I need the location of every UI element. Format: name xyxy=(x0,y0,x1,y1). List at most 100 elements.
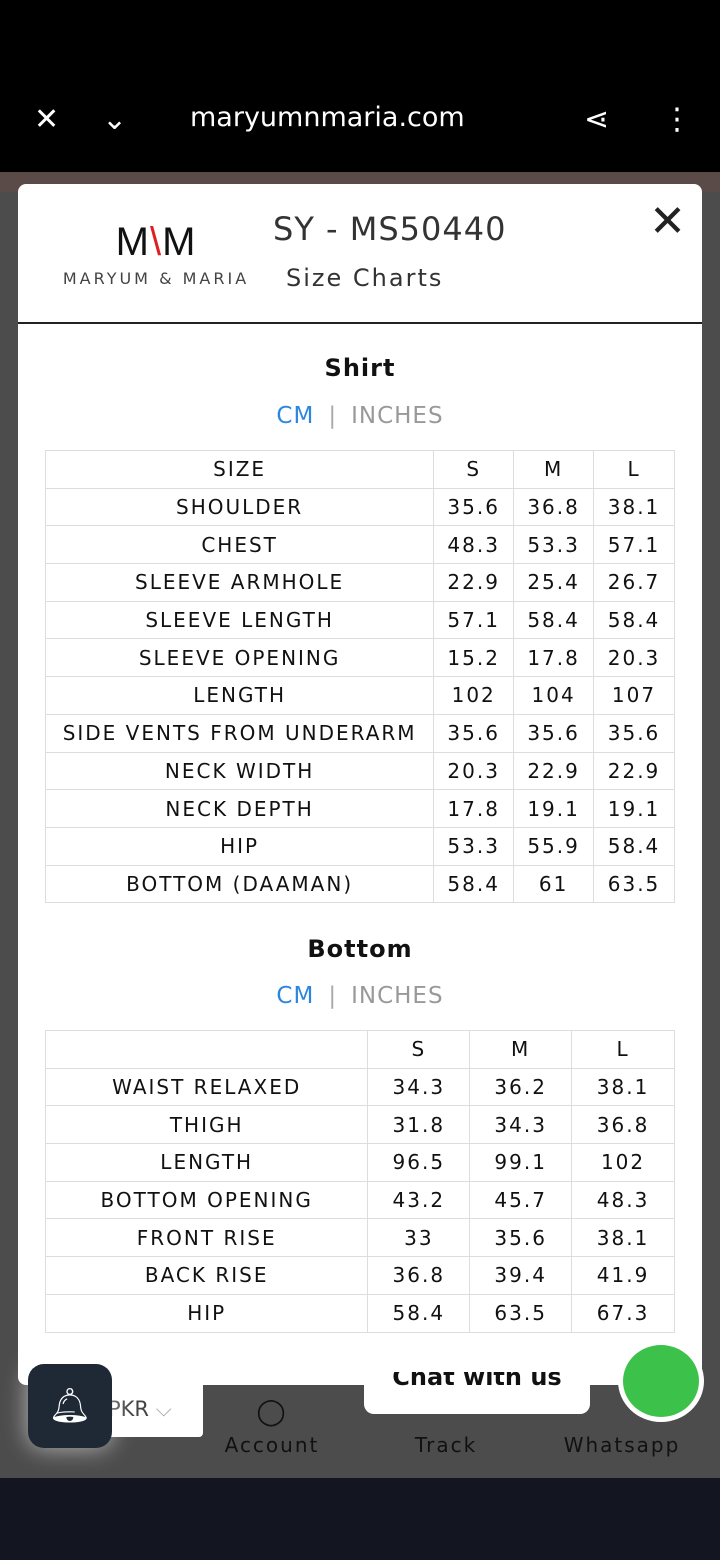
table-row: FRONT RISE 33 35.6 38.1 xyxy=(44,1218,675,1258)
nav-whatsapp-label: Whatsapp xyxy=(563,1433,681,1457)
size-value-cell: S xyxy=(367,1030,471,1069)
measurement-label-cell: SIDE VENTS FROM UNDERARM xyxy=(44,713,435,753)
whatsapp-icon[interactable] xyxy=(618,1340,704,1422)
more-vert-icon[interactable]: ⋮ xyxy=(662,102,692,137)
table-row: BOTTOM OPENING 43.2 45.7 48.3 xyxy=(44,1180,675,1220)
size-value-cell: 34.3 xyxy=(367,1067,471,1107)
size-value-cell: 58.4 xyxy=(433,864,515,904)
unit-inches-tab[interactable]: INCHES xyxy=(351,403,444,429)
brand-logo: M\M MARYUM & MARIA xyxy=(62,220,250,288)
modal-header: M\M MARYUM & MARIA SY - MS50440 Size Cha… xyxy=(18,184,702,324)
size-value-cell: 58.4 xyxy=(513,600,595,640)
nav-whatsapp[interactable]: Whatsapp xyxy=(552,1433,692,1457)
currency-label: PKR xyxy=(108,1397,150,1421)
browser-toolbar: ✕ ⌄ maryumnmaria.com ⋖ ⋮ xyxy=(0,0,720,172)
size-value-cell: 35.6 xyxy=(469,1218,573,1258)
bottom-unit-toggle: CM | INCHES xyxy=(18,983,702,1009)
size-chart-modal: M\M MARYUM & MARIA SY - MS50440 Size Cha… xyxy=(18,184,702,1385)
size-value-cell: 58.4 xyxy=(593,826,675,866)
measurement-label-cell: LENGTH xyxy=(44,676,435,715)
size-value-cell: 38.1 xyxy=(571,1067,675,1107)
measurement-label-cell: NECK WIDTH xyxy=(44,751,435,791)
url-bar[interactable]: maryumnmaria.com xyxy=(190,102,465,133)
share-icon[interactable]: ⋖ xyxy=(584,102,610,137)
size-value-cell: L xyxy=(571,1030,675,1069)
measurement-label-cell: SHOULDER xyxy=(44,487,435,527)
measurement-label-cell: SLEEVE OPENING xyxy=(44,638,435,678)
unit-separator: | xyxy=(328,403,338,429)
size-value-cell: 20.3 xyxy=(593,638,675,678)
size-value-cell: 26.7 xyxy=(593,563,675,602)
chevron-down-icon[interactable]: ⌄ xyxy=(102,102,128,137)
table-row: SLEEVE LENGTH 57.1 58.4 58.4 xyxy=(44,600,675,640)
size-value-cell: 48.3 xyxy=(571,1180,675,1220)
measurement-label-cell: HIP xyxy=(44,826,435,866)
size-value-cell: 99.1 xyxy=(469,1143,573,1182)
size-value-cell: 15.2 xyxy=(433,638,515,678)
size-value-cell: 17.8 xyxy=(513,638,595,678)
measurement-label-cell: HIP xyxy=(44,1293,369,1333)
size-value-cell: 35.6 xyxy=(433,713,515,753)
measurement-label-cell: CHEST xyxy=(44,525,435,565)
close-icon[interactable]: ✕ xyxy=(34,102,60,137)
unit-inches-tab[interactable]: INCHES xyxy=(351,983,444,1009)
size-value-cell: 19.1 xyxy=(593,789,675,828)
system-nav-bar xyxy=(0,1478,720,1560)
size-value-cell: 38.1 xyxy=(571,1218,675,1258)
chat-with-us-bubble[interactable]: Chat with us xyxy=(364,1372,590,1414)
unit-cm-tab[interactable]: CM xyxy=(276,983,315,1009)
modal-subtitle: Size Charts xyxy=(286,264,444,292)
shirt-size-table: SIZE S M L SHOULDER 35.6 36.8 38.1 CHEST 48.3 53.3… xyxy=(44,450,675,904)
notification-bell-button[interactable]: 🔔︎ xyxy=(28,1364,112,1448)
table-row: NECK DEPTH 17.8 19.1 19.1 xyxy=(44,789,675,828)
size-value-cell: 102 xyxy=(433,676,515,715)
measurement-label-cell: SIZE xyxy=(44,450,435,489)
bell-icon: 🔔︎ xyxy=(48,1386,92,1426)
size-value-cell: 61 xyxy=(513,864,595,904)
size-value-cell: 35.6 xyxy=(593,713,675,753)
measurement-label-cell: BOTTOM OPENING xyxy=(44,1180,369,1220)
unit-cm-tab[interactable]: CM xyxy=(276,403,315,429)
table-row: SIDE VENTS FROM UNDERARM 35.6 35.6 35.6 xyxy=(44,713,675,753)
size-value-cell: 41.9 xyxy=(571,1256,675,1295)
table-row: NECK WIDTH 20.3 22.9 22.9 xyxy=(44,751,675,791)
size-value-cell: 38.1 xyxy=(593,487,675,527)
size-value-cell: 22.9 xyxy=(593,751,675,791)
size-value-cell: 55.9 xyxy=(513,826,595,866)
size-value-cell: 53.3 xyxy=(513,525,595,565)
size-value-cell: L xyxy=(593,450,675,489)
size-value-cell: 33 xyxy=(367,1218,471,1258)
size-value-cell: 102 xyxy=(571,1143,675,1182)
size-value-cell: 17.8 xyxy=(433,789,515,828)
size-value-cell: 25.4 xyxy=(513,563,595,602)
nav-track[interactable]: Track xyxy=(376,1433,516,1457)
table-row: BACK RISE 36.8 39.4 41.9 xyxy=(44,1256,675,1295)
unit-separator: | xyxy=(328,983,338,1009)
size-value-cell: 96.5 xyxy=(367,1143,471,1182)
shirt-unit-toggle: CM | INCHES xyxy=(18,403,702,429)
table-row: LENGTH 102 104 107 xyxy=(44,676,675,715)
size-value-cell: 45.7 xyxy=(469,1180,573,1220)
table-row: WAIST RELAXED 34.3 36.2 38.1 xyxy=(44,1067,675,1107)
table-row: SHOULDER 35.6 36.8 38.1 xyxy=(44,487,675,527)
table-row: LENGTH 96.5 99.1 102 xyxy=(44,1143,675,1182)
size-value-cell: 20.3 xyxy=(433,751,515,791)
size-value-cell: S xyxy=(433,450,515,489)
size-value-cell: 48.3 xyxy=(433,525,515,565)
nav-account[interactable]: ◯ Account xyxy=(202,1397,342,1457)
nav-account-label: Account xyxy=(224,1433,320,1457)
measurement-label-cell: NECK DEPTH xyxy=(44,789,435,828)
bottom-title: Bottom xyxy=(307,935,413,963)
size-value-cell: M xyxy=(469,1030,573,1069)
size-value-cell: 22.9 xyxy=(513,751,595,791)
product-title: SY - MS50440 xyxy=(273,210,507,248)
size-value-cell: 34.3 xyxy=(469,1105,573,1145)
size-value-cell: 104 xyxy=(513,676,595,715)
size-value-cell: M xyxy=(513,450,595,489)
close-modal-button[interactable]: ✕ xyxy=(649,196,686,247)
measurement-label-cell xyxy=(44,1030,369,1069)
measurement-label-cell: FRONT RISE xyxy=(44,1218,369,1258)
bottom-nav: ◯ Account Track Whatsapp xyxy=(0,1385,720,1477)
measurement-label-cell: BOTTOM (DAAMAN) xyxy=(44,864,435,904)
